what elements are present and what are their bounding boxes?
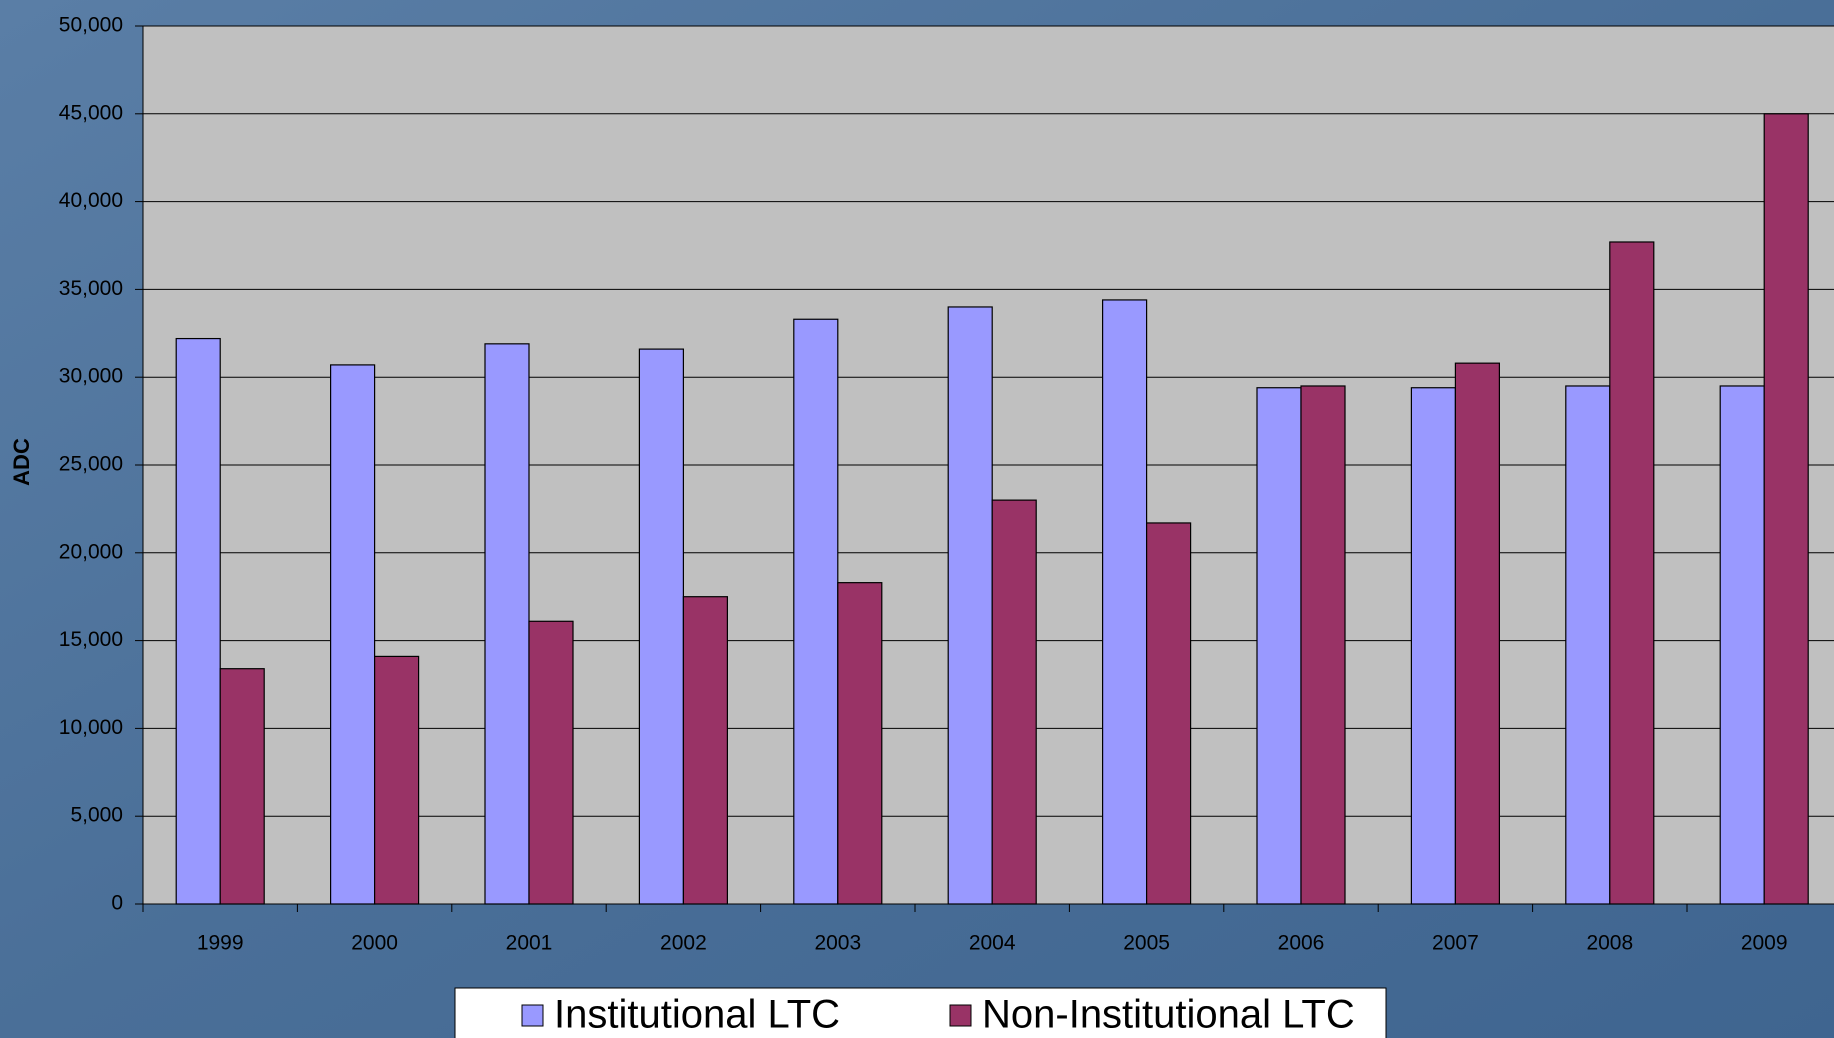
bar xyxy=(1300,385,1346,905)
bar xyxy=(484,343,530,905)
legend-label: Institutional LTC xyxy=(554,993,840,1037)
bar xyxy=(175,337,221,905)
legend-swatch xyxy=(521,1004,544,1027)
x-tick-label: 2009 xyxy=(1741,932,1788,955)
bar xyxy=(1101,299,1148,905)
bar xyxy=(1609,241,1655,905)
bar xyxy=(1256,387,1302,905)
y-tick-label: 30,000 xyxy=(59,365,123,388)
bar xyxy=(1454,362,1501,905)
bar xyxy=(1763,113,1809,905)
bar xyxy=(682,596,729,905)
bar xyxy=(1410,387,1457,905)
bar xyxy=(1719,385,1765,905)
y-tick-label: 15,000 xyxy=(59,628,123,651)
y-tick-label: 10,000 xyxy=(59,716,123,739)
y-tick-label: 25,000 xyxy=(59,453,123,476)
x-tick-label: 2001 xyxy=(506,932,553,955)
bar xyxy=(638,348,685,905)
x-tick-label: 2000 xyxy=(351,932,398,955)
bar xyxy=(1145,522,1192,905)
x-tick-label: 2005 xyxy=(1123,932,1170,955)
legend-swatch xyxy=(949,1004,972,1027)
x-tick-label: 2003 xyxy=(814,932,861,955)
bar xyxy=(374,655,420,905)
bar xyxy=(528,620,574,905)
legend-label: Non-Institutional LTC xyxy=(982,993,1355,1037)
x-tick-label: 2006 xyxy=(1278,932,1325,955)
y-axis-label: ADC xyxy=(9,438,34,486)
y-tick-label: 20,000 xyxy=(59,540,123,563)
bar xyxy=(793,318,839,905)
bar xyxy=(947,306,993,905)
bar xyxy=(991,499,1037,905)
y-tick-label: 40,000 xyxy=(59,189,123,212)
y-tick-label: 45,000 xyxy=(59,101,123,124)
bar xyxy=(837,582,883,905)
y-tick-label: 0 xyxy=(111,892,123,915)
y-tick-label: 5,000 xyxy=(70,804,123,827)
x-tick-label: 2007 xyxy=(1432,932,1479,955)
bar xyxy=(330,364,376,905)
x-tick-label: 1999 xyxy=(197,932,244,955)
y-tick-label: 35,000 xyxy=(59,277,123,300)
bar xyxy=(1565,385,1611,905)
bar xyxy=(219,668,265,905)
legend-box xyxy=(454,987,1387,1038)
x-tick-label: 2002 xyxy=(660,932,707,955)
x-tick-label: 2008 xyxy=(1586,932,1633,955)
x-tick-label: 2004 xyxy=(969,932,1016,955)
y-tick-label: 50,000 xyxy=(59,14,123,37)
